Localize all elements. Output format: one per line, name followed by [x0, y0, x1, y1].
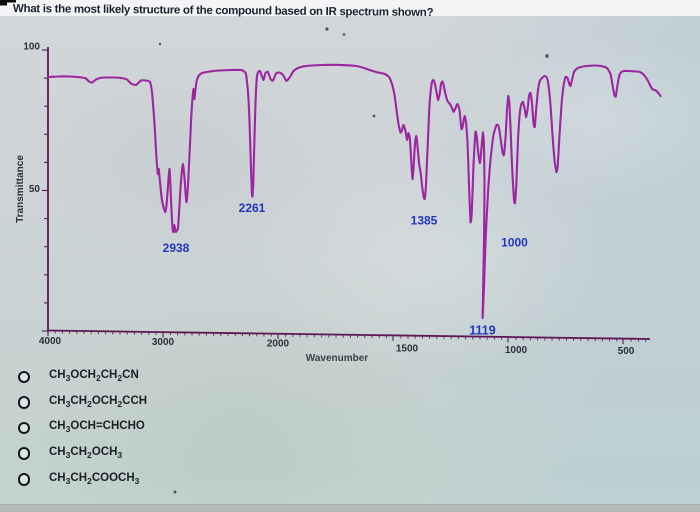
svg-text:4000: 4000 — [39, 336, 62, 347]
svg-text:1000: 1000 — [505, 345, 528, 356]
svg-text:Wavenumber: Wavenumber — [306, 353, 369, 364]
svg-text:1385: 1385 — [411, 214, 438, 228]
svg-text:Transmittance: Transmittance — [15, 155, 26, 223]
svg-text:500: 500 — [618, 346, 635, 357]
svg-text:2261: 2261 — [239, 201, 266, 215]
svg-text:100: 100 — [23, 42, 40, 53]
svg-text:1500: 1500 — [396, 344, 419, 355]
svg-text:1119: 1119 — [469, 324, 495, 338]
svg-text:2938: 2938 — [163, 241, 190, 255]
svg-text:50: 50 — [29, 184, 41, 195]
svg-text:2000: 2000 — [267, 339, 290, 350]
svg-text:1000: 1000 — [501, 236, 528, 250]
svg-text:3000: 3000 — [152, 337, 175, 348]
